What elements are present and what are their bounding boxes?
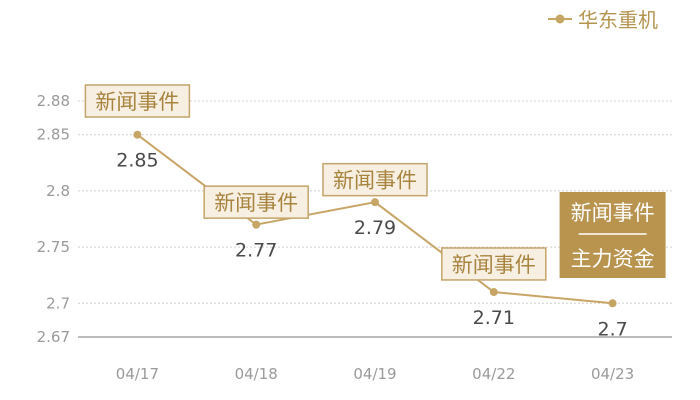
highlight-line2: 主力资金 [571, 247, 655, 271]
line-dot-legend-icon [555, 14, 565, 24]
y-tick-label: 2.7 [46, 294, 70, 312]
x-tick-label: 04/19 [353, 365, 396, 383]
y-tick-label: 2.88 [37, 92, 70, 110]
y-tick-label: 2.8 [46, 182, 70, 200]
y-axis-ticks: 2.67 2.7 2.75 2.8 2.85 2.88 [37, 92, 70, 346]
legend-label: 华东重机 [578, 8, 658, 32]
legend[interactable]: 华东重机 [548, 8, 658, 32]
data-label: 2.85 [116, 150, 158, 172]
news-annotation-label: 新闻事件 [452, 253, 536, 277]
data-labels: 2.85 2.77 2.79 2.71 2.7 [116, 150, 627, 341]
data-label: 2.79 [354, 217, 396, 239]
news-annotation-label: 新闻事件 [95, 90, 179, 114]
x-axis-ticks: 04/17 04/18 04/19 04/22 04/23 [116, 365, 634, 383]
x-tick-label: 04/23 [591, 365, 634, 383]
news-annotation-box [203, 185, 309, 219]
data-point [252, 220, 261, 229]
news-annotation: 新闻事件 [84, 84, 191, 118]
x-tick-label: 04/18 [235, 365, 278, 383]
news-annotation-box [322, 162, 428, 197]
news-annotation: 新闻事件 [441, 247, 547, 281]
news-annotation-label: 新闻事件 [333, 169, 417, 193]
data-label: 2.71 [473, 307, 515, 329]
x-tick-label: 04/17 [116, 365, 159, 383]
data-label: 2.7 [597, 318, 627, 340]
y-tick-label: 2.75 [37, 238, 70, 256]
news-annotation: 新闻事件 [322, 162, 428, 197]
news-annotation-label: 新闻事件 [214, 191, 298, 215]
highlight-box [559, 192, 666, 278]
data-label: 2.77 [235, 240, 277, 262]
news-annotation: 新闻事件 [203, 185, 309, 219]
data-point [608, 299, 617, 308]
data-points [133, 130, 617, 308]
x-tick-label: 04/22 [472, 365, 515, 383]
data-point [371, 198, 379, 207]
highlight-line1: 新闻事件 [571, 201, 655, 225]
data-point [133, 130, 142, 139]
news-annotation-box [84, 84, 191, 118]
y-tick-label: 2.85 [37, 126, 70, 144]
data-point [489, 288, 498, 297]
news-annotation-box [441, 247, 547, 281]
y-tick-label: 2.67 [37, 328, 70, 346]
